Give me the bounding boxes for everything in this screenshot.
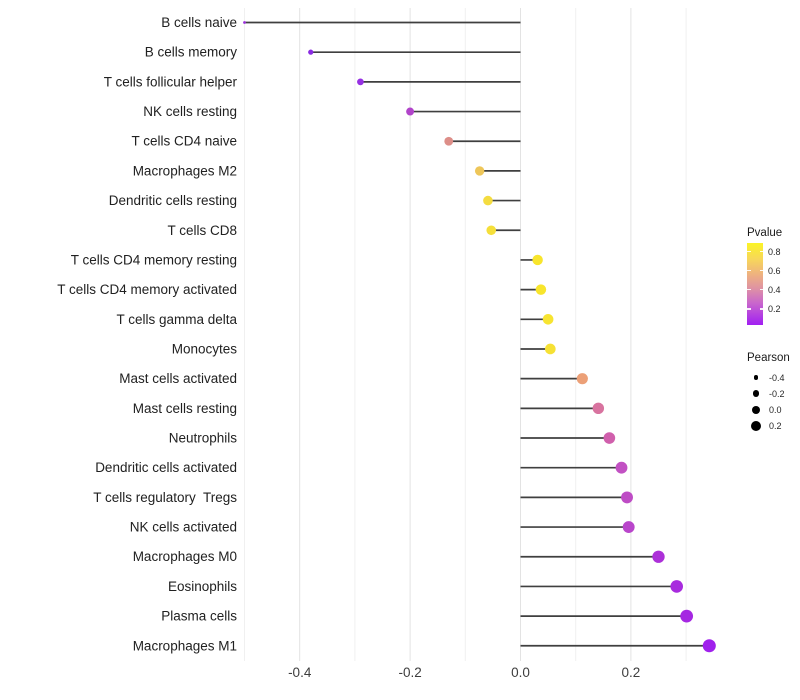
size-legend-dot xyxy=(751,405,761,415)
y-axis-label: T cells CD4 memory resting xyxy=(71,252,237,267)
lollipop-dot xyxy=(474,166,485,176)
lollipop-dot xyxy=(486,225,497,236)
lollipop-dot xyxy=(544,343,556,355)
lollipop-dot xyxy=(652,550,665,563)
y-axis-label: T cells regulatory Tregs xyxy=(93,490,237,505)
y-axis-label: T cells CD4 naive xyxy=(131,134,237,149)
size-legend-dot xyxy=(753,375,759,380)
lollipop-dot xyxy=(603,432,616,444)
lollipop-dot xyxy=(532,254,543,266)
lollipop-dot xyxy=(308,49,314,55)
lollipop-dot xyxy=(406,107,415,116)
colorbar-tick-mark xyxy=(759,269,763,272)
lollipop-dot xyxy=(357,78,364,86)
colorbar-tick-label: 0.4 xyxy=(768,284,781,295)
lollipop-dot xyxy=(576,373,588,385)
x-axis-tick-label: -0.4 xyxy=(288,665,312,680)
y-axis-label: NK cells resting xyxy=(143,104,237,119)
y-axis-label: Plasma cells xyxy=(161,609,237,624)
y-axis-label: Monocytes xyxy=(172,341,238,356)
y-axis-label: Mast cells activated xyxy=(119,371,237,386)
lollipop-dot xyxy=(615,461,628,474)
y-axis-label: T cells CD8 xyxy=(167,223,237,238)
lollipop-dot xyxy=(243,21,246,24)
lollipop-dot xyxy=(592,402,605,415)
y-axis-label: Macrophages M2 xyxy=(133,163,237,178)
size-legend-label: 0.0 xyxy=(769,405,782,416)
pvalue-colorbar xyxy=(747,243,763,325)
pvalue-legend-title: Pvalue xyxy=(747,227,783,239)
y-axis-label: Dendritic cells activated xyxy=(95,460,237,475)
lollipop-dot xyxy=(535,284,547,295)
lollipop-dot xyxy=(680,609,694,623)
y-axis-label: NK cells activated xyxy=(130,520,237,535)
size-legend-dot xyxy=(752,390,760,398)
lollipop-dot xyxy=(670,580,684,593)
size-legend-dot xyxy=(751,421,761,432)
x-axis-tick-label: 0.2 xyxy=(622,665,641,680)
lollipop-dot xyxy=(621,491,633,504)
colorbar-tick-mark xyxy=(759,308,763,310)
colorbar-tick-label: 0.2 xyxy=(768,303,781,314)
lollipop-dot xyxy=(542,313,554,325)
x-axis-tick-label: 0.0 xyxy=(511,665,530,680)
colorbar-tick-label: 0.6 xyxy=(768,265,781,276)
lollipop-dot xyxy=(444,136,454,146)
colorbar-tick-mark xyxy=(747,250,751,253)
y-axis-label: Eosinophils xyxy=(168,579,237,594)
x-axis-tick-label: -0.2 xyxy=(398,665,421,680)
y-axis-label: B cells memory xyxy=(145,45,238,60)
y-axis-label: T cells CD4 memory activated xyxy=(57,282,237,297)
lollipop-dot xyxy=(483,195,493,206)
lollipop-dot xyxy=(702,639,716,653)
size-legend-label: -0.2 xyxy=(769,388,785,399)
colorbar-tick-mark xyxy=(747,308,751,310)
colorbar-tick-mark xyxy=(759,250,763,253)
y-axis-label: Mast cells resting xyxy=(133,401,237,416)
y-axis-label: Neutrophils xyxy=(169,431,238,446)
y-axis-label: Macrophages M0 xyxy=(133,549,237,564)
y-axis-label: B cells naive xyxy=(161,15,237,30)
colorbar-tick-mark xyxy=(747,288,751,291)
colorbar-tick-mark xyxy=(747,269,751,272)
y-axis-label: Macrophages M1 xyxy=(133,638,237,653)
colorbar-tick-label: 0.8 xyxy=(768,246,781,257)
size-legend-label: -0.4 xyxy=(769,372,785,383)
y-axis-label: Dendritic cells resting xyxy=(109,193,237,208)
lollipop-dot xyxy=(622,521,635,534)
pearson-legend-title: Pearson xyxy=(747,352,790,364)
size-legend-label: 0.2 xyxy=(769,421,782,432)
y-axis-label: T cells follicular helper xyxy=(104,74,238,89)
colorbar-tick-mark xyxy=(759,288,763,291)
y-axis-label: T cells gamma delta xyxy=(116,312,237,327)
